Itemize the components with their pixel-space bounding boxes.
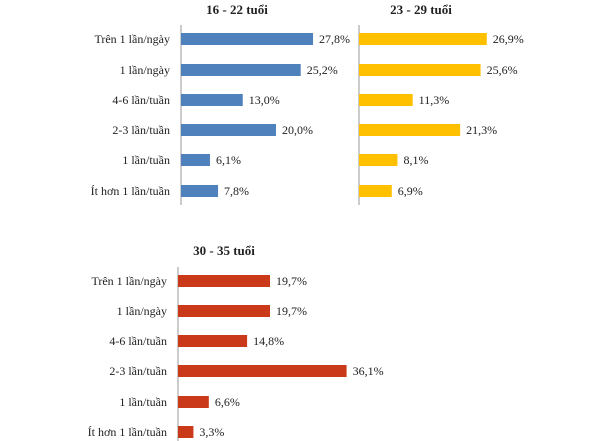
data-label: 7,8% <box>224 184 249 198</box>
data-label: 19,7% <box>276 304 307 318</box>
data-label: 25,2% <box>307 63 338 77</box>
category-label: 4-6 lần/tuần <box>112 93 170 107</box>
bar <box>359 124 461 136</box>
data-label: 6,9% <box>398 184 423 198</box>
bar <box>181 185 219 197</box>
category-label: 1 lần/tuần <box>119 395 167 409</box>
bar <box>181 154 210 166</box>
chart-panel-16-22: 16 - 22 tuổi 27,8% Trên 1 lần/ngày 25,2% 1 l… <box>91 2 350 205</box>
data-label: 8,1% <box>403 153 428 167</box>
data-label: 25,6% <box>487 63 518 77</box>
category-label: 1 lần/tuần <box>122 153 170 167</box>
bar <box>181 124 276 136</box>
data-label: 27,8% <box>319 32 350 46</box>
category-label: 2-3 lần/tuần <box>109 364 167 378</box>
chart-panel-23-29: 23 - 29 tuổi 26,9% 25,6% 11,3% 21,3% 8,1% 6,9% <box>358 2 524 205</box>
data-label: 6,1% <box>216 153 241 167</box>
chart-title: 30 - 35 tuổi <box>193 243 255 258</box>
category-label: 4-6 lần/tuần <box>109 334 167 348</box>
bar <box>359 185 392 197</box>
bar <box>359 154 398 166</box>
chart-title: 16 - 22 tuổi <box>206 2 268 17</box>
category-label: 1 lần/ngày <box>117 304 167 318</box>
data-label: 3,3% <box>199 425 224 439</box>
bar <box>178 305 270 317</box>
data-label: 20,0% <box>282 123 313 137</box>
bar <box>178 365 347 377</box>
category-label: Ít hơn 1 lần/tuần <box>88 425 167 439</box>
bar <box>178 426 194 438</box>
bar <box>359 94 413 106</box>
bar <box>181 64 301 76</box>
bar <box>181 94 243 106</box>
data-label: 19,7% <box>276 274 307 288</box>
bar <box>181 33 314 45</box>
chart-title: 23 - 29 tuổi <box>390 2 452 17</box>
data-label: 11,3% <box>419 93 450 107</box>
category-label: Ít hơn 1 lần/tuần <box>91 184 170 198</box>
category-label: Trên 1 lần/ngày <box>94 32 170 46</box>
data-label: 13,0% <box>249 93 280 107</box>
bar <box>359 33 487 45</box>
data-label: 6,6% <box>215 395 240 409</box>
data-label: 36,1% <box>353 364 384 378</box>
data-label: 26,9% <box>493 32 524 46</box>
category-label: 2-3 lần/tuần <box>112 123 170 137</box>
category-label: 1 lần/ngày <box>120 63 170 77</box>
data-label: 21,3% <box>466 123 497 137</box>
bar <box>178 335 248 347</box>
chart-panel-30-35: 30 - 35 tuổi 19,7% Trên 1 lần/ngày 19,7% 1 l… <box>88 243 384 441</box>
bar <box>359 64 481 76</box>
category-label: Trên 1 lần/ngày <box>91 274 167 288</box>
bar <box>178 275 270 287</box>
data-label: 14,8% <box>253 334 284 348</box>
bar <box>178 396 209 408</box>
